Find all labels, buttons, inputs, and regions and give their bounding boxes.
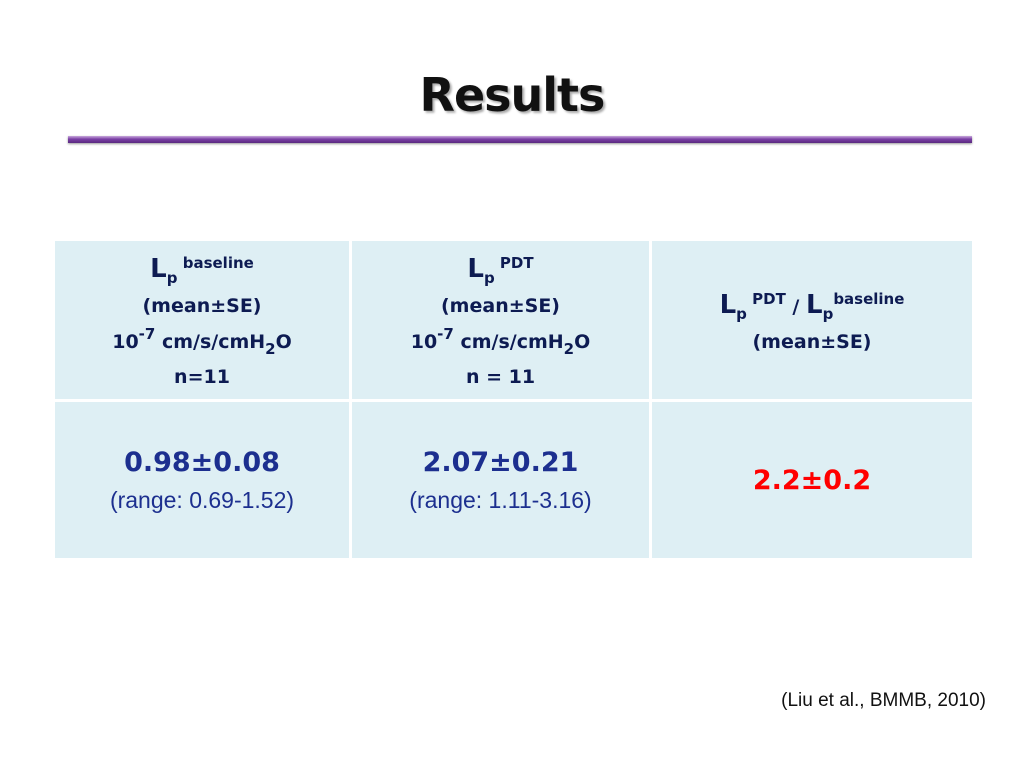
cell-text: /: [785, 295, 806, 318]
results-table: Lp baseline (mean±SE) 10-7 cm/s/cmH2O n=11 L…: [52, 238, 975, 561]
cell-text: (mean±SE): [441, 295, 560, 317]
table-cell: Lp PDT / Lpbaseline (mean±SE): [649, 238, 975, 402]
cell-line: Lp PDT / Lpbaseline: [652, 285, 972, 328]
data-row: 0.98±0.08 (range: 0.69-1.52) 2.07±0.21 (ran…: [52, 399, 975, 561]
cell-text: (range: 0.69-1.52): [109, 487, 295, 513]
cell-text: (mean±SE): [142, 295, 262, 317]
table-body: Lp baseline (mean±SE) 10-7 cm/s/cmH2O n=11 L…: [52, 238, 975, 561]
cell-text: 2: [265, 340, 276, 358]
cell-line: 2.07±0.21: [352, 443, 649, 483]
cell-line: 10-7 cm/s/cmH2O: [352, 320, 649, 363]
cell-line: (mean±SE): [352, 292, 649, 320]
cell-text: p: [166, 269, 178, 287]
cell-text: 2.07±0.21: [422, 447, 579, 478]
cell-line: (mean±SE): [652, 328, 972, 356]
slide-title: Results: [419, 68, 606, 122]
cell-text: cm/s/cmH: [453, 331, 564, 353]
cell-text: 10: [410, 331, 438, 353]
cell-text: 2.2±0.2: [752, 464, 872, 496]
cell-text: 2: [563, 340, 575, 358]
cell-text: PDT: [494, 254, 534, 272]
cell-text: 0.98±0.08: [124, 447, 280, 478]
cell-text: 10: [112, 331, 139, 353]
cell-text: -7: [437, 325, 454, 343]
header-row: Lp baseline (mean±SE) 10-7 cm/s/cmH2O n=11 L…: [52, 238, 975, 402]
cell-line: 10-7 cm/s/cmH2O: [55, 320, 349, 363]
title-rule: [68, 136, 972, 143]
cell-text: -7: [138, 325, 156, 343]
cell-line: Lp baseline: [55, 249, 349, 292]
cell-text: baseline: [177, 254, 254, 272]
cell-text: (range: 1.11-3.16): [409, 487, 592, 513]
cell-text: p: [483, 269, 495, 287]
cell-line: n=11: [55, 363, 349, 391]
table-cell: Lp baseline (mean±SE) 10-7 cm/s/cmH2O n=11: [52, 238, 352, 402]
cell-text: O: [275, 331, 292, 353]
cell-line: 2.2±0.2: [652, 465, 972, 496]
cell-text: cm/s/cmH: [155, 331, 266, 353]
table-cell: 2.07±0.21 (range: 1.11-3.16): [349, 399, 652, 561]
cell-line: (mean±SE): [55, 292, 349, 320]
cell-line: n = 11: [352, 363, 649, 391]
table-cell: 0.98±0.08 (range: 0.69-1.52): [52, 399, 352, 561]
cell-line: Lp PDT: [352, 249, 649, 292]
cell-line: (range: 0.69-1.52): [55, 483, 349, 517]
cell-text: p: [736, 304, 747, 323]
cell-text: baseline: [833, 289, 905, 308]
citation: (Liu et al., BMMB, 2010): [781, 690, 986, 711]
cell-line: (range: 1.11-3.16): [352, 483, 649, 517]
cell-text: O: [574, 331, 591, 353]
cell-text: n = 11: [465, 366, 536, 388]
cell-text: L: [805, 289, 823, 320]
cell-text: n=11: [174, 366, 230, 388]
cell-text: p: [822, 304, 834, 323]
cell-text: L: [150, 254, 167, 284]
cell-text: PDT: [746, 289, 786, 308]
table-cell: 2.2±0.2: [649, 399, 975, 561]
cell-text: (mean±SE): [752, 330, 872, 353]
cell-text: L: [719, 289, 737, 320]
table-cell: Lp PDT (mean±SE) 10-7 cm/s/cmH2O n = 11: [349, 238, 652, 402]
cell-text: L: [467, 254, 484, 284]
cell-line: 0.98±0.08: [55, 443, 349, 483]
